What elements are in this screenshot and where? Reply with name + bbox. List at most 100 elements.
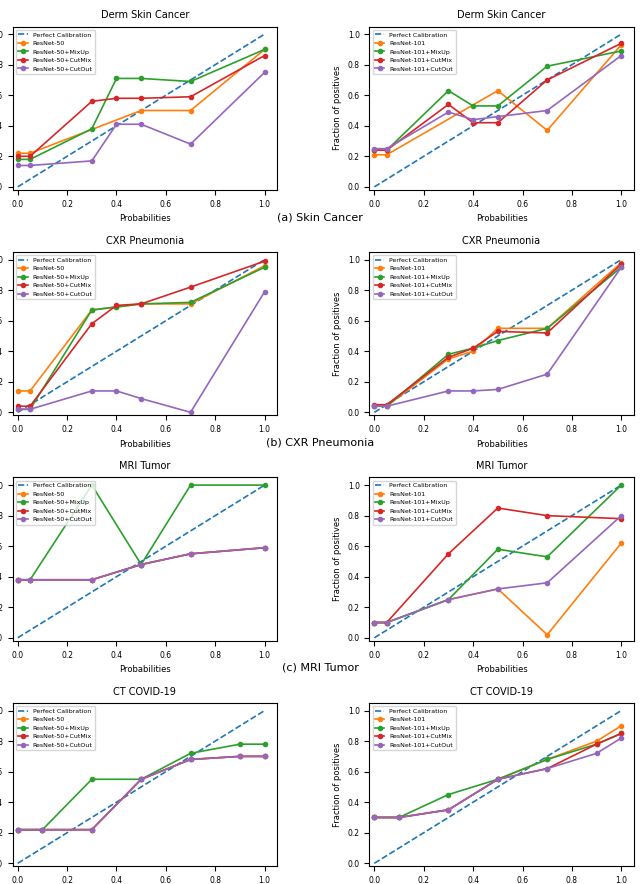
Title: CXR Pneumonia: CXR Pneumonia: [106, 236, 184, 246]
ResNet-50+CutOut: [187, 407, 195, 417]
Perfect Calibration: [138, 781, 145, 792]
ResNet-50+MixUp: [187, 748, 195, 758]
ResNet-101+CutOut: [618, 510, 625, 521]
ResNet-101+CutOut: [543, 577, 551, 588]
ResNet-101: [618, 40, 625, 50]
ResNet-101+CutOut: [396, 812, 403, 823]
ResNet-50: [14, 575, 22, 585]
ResNet-50+CutOut: [26, 575, 34, 585]
Perfect Calibration: [187, 526, 195, 537]
Perfect Calibration: [88, 136, 95, 147]
Perfect Calibration: [371, 181, 378, 192]
ResNet-101+CutOut: [445, 804, 452, 815]
Line: ResNet-50: ResNet-50: [15, 545, 267, 582]
ResNet-101+MixUp: [593, 739, 600, 750]
ResNet-50+CutOut: [113, 385, 120, 396]
ResNet-101: [494, 323, 502, 333]
ResNet-50+CutMix: [187, 754, 195, 765]
Line: ResNet-101+CutOut: ResNet-101+CutOut: [372, 514, 623, 625]
ResNet-50+CutOut: [88, 575, 95, 585]
ResNet-101+CutMix: [593, 739, 600, 750]
Line: ResNet-50+CutOut: ResNet-50+CutOut: [15, 754, 267, 832]
ResNet-50+MixUp: [260, 262, 268, 272]
Perfect Calibration: [26, 625, 34, 636]
ResNet-101+CutOut: [371, 812, 378, 823]
Line: ResNet-50+CutOut: ResNet-50+CutOut: [15, 70, 267, 168]
ResNet-101: [371, 617, 378, 628]
Perfect Calibration: [383, 400, 390, 410]
ResNet-50: [138, 105, 145, 116]
Line: ResNet-101+CutOut: ResNet-101+CutOut: [372, 53, 623, 151]
Perfect Calibration: [138, 105, 145, 116]
ResNet-50+CutOut: [14, 575, 22, 585]
X-axis label: Probabilities: Probabilities: [119, 214, 171, 223]
ResNet-101+CutMix: [494, 118, 502, 128]
Y-axis label: Fraction of positives: Fraction of positives: [333, 292, 342, 376]
ResNet-50+CutOut: [187, 548, 195, 559]
ResNet-101+MixUp: [618, 480, 625, 491]
ResNet-101+CutMix: [445, 99, 452, 110]
ResNet-101: [396, 812, 403, 823]
ResNet-101: [383, 617, 390, 628]
ResNet-101+CutMix: [618, 38, 625, 49]
ResNet-101+MixUp: [469, 101, 477, 111]
ResNet-50+CutMix: [14, 401, 22, 412]
ResNet-50+MixUp: [138, 299, 145, 309]
Line: Perfect Calibration: Perfect Calibration: [18, 711, 264, 864]
Perfect Calibration: [543, 301, 551, 311]
ResNet-101+CutOut: [371, 617, 378, 628]
Line: ResNet-50+MixUp: ResNet-50+MixUp: [15, 48, 267, 162]
Perfect Calibration: [618, 255, 625, 265]
Perfect Calibration: [26, 400, 34, 410]
ResNet-101+CutMix: [543, 328, 551, 339]
Line: ResNet-50+CutMix: ResNet-50+CutMix: [15, 259, 267, 408]
ResNet-50+CutOut: [88, 825, 95, 835]
ResNet-50: [187, 548, 195, 559]
ResNet-50+CutMix: [260, 255, 268, 266]
ResNet-50: [187, 754, 195, 765]
ResNet-101+MixUp: [383, 401, 390, 412]
Legend: Perfect Calibration, ResNet-50, ResNet-50+MixUp, ResNet-50+CutMix, ResNet-50+Cut: Perfect Calibration, ResNet-50, ResNet-5…: [16, 481, 95, 525]
ResNet-101+CutOut: [494, 774, 502, 785]
Line: ResNet-50+CutMix: ResNet-50+CutMix: [15, 754, 267, 832]
ResNet-101+MixUp: [371, 812, 378, 823]
Line: ResNet-50+MixUp: ResNet-50+MixUp: [15, 483, 267, 582]
Perfect Calibration: [469, 346, 477, 356]
Line: ResNet-50+CutMix: ResNet-50+CutMix: [15, 53, 267, 158]
Perfect Calibration: [383, 174, 390, 185]
Perfect Calibration: [88, 362, 95, 372]
ResNet-101: [543, 125, 551, 135]
X-axis label: Probabilities: Probabilities: [119, 665, 171, 674]
Perfect Calibration: [138, 556, 145, 567]
Line: Perfect Calibration: Perfect Calibration: [374, 485, 621, 637]
ResNet-50: [14, 148, 22, 158]
ResNet-50+CutOut: [88, 156, 95, 166]
ResNet-50+CutOut: [260, 67, 268, 78]
ResNet-50+MixUp: [260, 44, 268, 55]
ResNet-101+MixUp: [445, 789, 452, 800]
ResNet-101+MixUp: [445, 349, 452, 360]
ResNet-50+CutMix: [187, 91, 195, 102]
ResNet-101: [494, 86, 502, 96]
Line: Perfect Calibration: Perfect Calibration: [374, 34, 621, 187]
Perfect Calibration: [593, 495, 600, 506]
ResNet-50+CutMix: [260, 751, 268, 762]
ResNet-101+CutOut: [543, 105, 551, 116]
Line: ResNet-101+CutMix: ResNet-101+CutMix: [372, 731, 623, 819]
ResNet-101+CutMix: [618, 728, 625, 739]
Title: Derm Skin Cancer: Derm Skin Cancer: [458, 11, 546, 20]
Title: CT COVID-19: CT COVID-19: [113, 687, 177, 697]
Y-axis label: Fraction of positives: Fraction of positives: [333, 743, 342, 827]
Perfect Calibration: [236, 495, 244, 506]
ResNet-101: [445, 804, 452, 815]
ResNet-50+MixUp: [14, 825, 22, 835]
ResNet-101+CutOut: [543, 763, 551, 774]
ResNet-50+CutMix: [88, 575, 95, 585]
ResNet-101+CutOut: [371, 401, 378, 412]
ResNet-50+MixUp: [88, 124, 95, 134]
ResNet-50: [113, 301, 120, 312]
ResNet-50+CutMix: [26, 575, 34, 585]
ResNet-50+CutOut: [260, 543, 268, 553]
ResNet-50+CutOut: [113, 119, 120, 130]
Line: ResNet-50+MixUp: ResNet-50+MixUp: [15, 742, 267, 832]
